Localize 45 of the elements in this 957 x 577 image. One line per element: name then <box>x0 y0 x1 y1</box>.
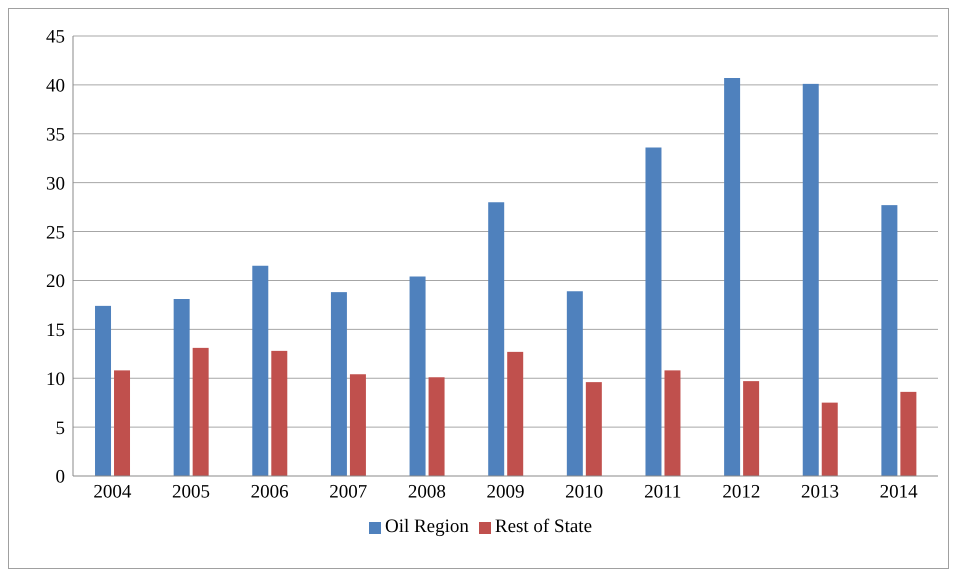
bar <box>566 291 583 476</box>
y-tick-label: 20 <box>46 271 65 292</box>
bar <box>881 205 898 476</box>
y-tick-label: 5 <box>56 418 65 439</box>
x-tick-label: 2011 <box>644 481 682 502</box>
x-tick-label: 2012 <box>722 481 760 502</box>
x-tick-label: 2007 <box>329 481 368 502</box>
bar <box>900 392 916 476</box>
bar <box>330 292 347 476</box>
bar <box>428 377 445 476</box>
x-tick-label: 2014 <box>880 481 918 502</box>
y-tick-label: 15 <box>46 320 65 342</box>
legend-label: Oil Region <box>384 516 469 537</box>
bar <box>271 350 288 476</box>
bar <box>488 202 504 476</box>
x-tick-label: 2009 <box>486 481 524 502</box>
bar <box>507 352 524 476</box>
x-tick-label: 2010 <box>565 481 604 502</box>
bar <box>822 402 838 476</box>
bar <box>410 276 426 476</box>
bar <box>743 381 760 476</box>
bar <box>95 306 112 476</box>
y-tick-label: 10 <box>46 368 65 390</box>
x-tick-label: 2006 <box>250 481 289 502</box>
y-tick-label: 0 <box>56 466 65 488</box>
x-tick-label: 2005 <box>172 481 210 502</box>
bar <box>664 370 680 476</box>
y-tick-label: 40 <box>46 76 65 97</box>
bar <box>174 299 190 476</box>
bar <box>350 374 366 476</box>
x-tick-label: 2013 <box>801 481 840 502</box>
bar <box>192 348 209 476</box>
bar <box>114 370 130 476</box>
x-tick-label: 2004 <box>93 481 132 502</box>
bar <box>252 266 268 476</box>
legend-label: Rest of State <box>494 516 592 537</box>
bar <box>802 84 819 476</box>
bar <box>724 78 740 476</box>
bar <box>645 147 662 476</box>
y-tick-label: 30 <box>46 173 65 194</box>
y-tick-label: 35 <box>46 124 65 146</box>
y-tick-label: 45 <box>46 26 65 48</box>
bar <box>586 382 602 476</box>
y-tick-label: 25 <box>46 222 65 244</box>
x-tick-label: 2008 <box>408 481 446 502</box>
